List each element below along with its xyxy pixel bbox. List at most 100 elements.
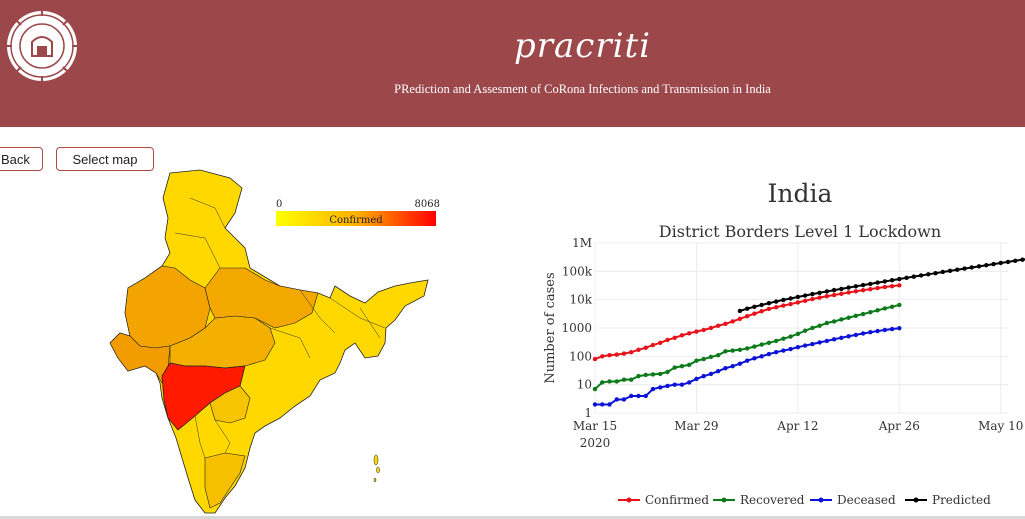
data-point-predicted [947,268,953,274]
data-point-deceased [889,326,895,332]
data-point-recovered [752,344,757,349]
data-point-predicted [810,291,815,297]
data-point-predicted [831,287,837,293]
cases-line-chart[interactable]: India District Borders Level 1 Lockdown … [530,168,1025,518]
state-uttar-pradesh [204,267,319,329]
data-point-predicted [795,294,801,300]
x-tick-label: Apr 12 [776,419,818,433]
data-point-deceased [737,361,743,366]
legend-swatch-dot [626,497,632,503]
data-point-deceased [752,356,757,361]
data-point-deceased [679,382,685,387]
data-point-recovered [715,352,721,358]
data-point-confirmed [846,290,851,295]
data-point-recovered [889,304,895,310]
data-point-deceased [846,334,851,339]
data-point-recovered [831,319,837,324]
data-point-recovered [672,365,677,370]
data-point-predicted [824,289,830,294]
data-point-recovered [723,349,728,354]
data-point-predicted [976,264,982,269]
island-territories [373,454,380,483]
series-line-predicted [739,258,1025,312]
state-telangana [209,385,251,424]
data-point-recovered [817,323,822,328]
series-line-deceased [595,327,900,406]
data-point-confirmed [665,337,670,343]
legend-swatch-dot [818,497,824,503]
select-map-button[interactable]: Select map [56,147,154,171]
data-point-deceased [715,368,721,374]
legend-label: Predicted [932,493,991,507]
data-point-deceased [636,393,641,399]
data-point-predicted [773,299,779,304]
y-tick-label: 1M [572,236,592,250]
data-point-confirmed [773,305,779,310]
data-point-predicted [984,263,989,268]
data-point-deceased [607,402,612,407]
colorbar [276,211,436,226]
data-point-deceased [672,382,677,387]
data-point-recovered [744,346,750,351]
bottom-border [0,516,1025,519]
data-point-confirmed [889,283,895,289]
data-point-confirmed [744,314,750,319]
x-tick-label: Mar 29 [674,419,718,433]
data-point-confirmed [831,292,837,298]
back-button[interactable]: Back [0,147,43,171]
legend-swatch-dot [913,497,919,503]
india-choropleth-map[interactable]: 0 8068 Confirmed [0,168,470,518]
data-point-predicted [766,301,772,306]
y-tick-label: 1 [584,406,592,420]
legend-item-recovered[interactable]: Recovered [713,493,805,507]
data-point-recovered [882,306,888,311]
data-point-recovered [781,336,786,341]
data-point-confirmed [694,329,699,334]
legend-label: Recovered [740,493,805,507]
data-point-deceased [810,341,815,347]
chart-title: India [768,179,833,208]
data-point-deceased [665,383,670,389]
data-point-predicted [991,261,996,267]
brand-tagline: PRediction and Assesment of CoRona Infec… [0,82,1025,97]
data-point-recovered [621,377,627,382]
data-point-recovered [636,373,641,379]
data-point-predicted [998,260,1003,266]
data-point-recovered [701,356,706,362]
data-point-recovered [839,317,844,322]
legend-item-confirmed[interactable]: Confirmed [618,493,709,507]
data-point-predicted [737,308,743,314]
data-point-confirmed [868,286,873,292]
chart-legend[interactable]: Confirmed Recovered Deceased Predicted [618,493,991,507]
data-point-deceased [643,393,648,399]
data-point-predicted [802,293,808,298]
data-point-recovered [665,369,670,375]
data-point-confirmed [723,321,728,327]
data-point-recovered [629,377,634,382]
data-point-recovered [614,379,619,384]
data-point-recovered [846,315,851,320]
data-point-predicted [926,272,931,277]
legend-item-deceased[interactable]: Deceased [810,493,896,507]
data-point-recovered [600,380,605,385]
data-point-recovered [773,338,779,344]
data-point-recovered [730,348,735,353]
data-point-predicted [940,269,945,275]
data-point-deceased [897,326,902,331]
data-point-confirmed [650,342,656,348]
data-point-recovered [795,331,801,337]
data-point-deceased [868,330,873,335]
legend-item-predicted[interactable]: Predicted [905,493,991,507]
data-point-predicted [933,270,938,276]
data-point-confirmed [592,356,598,362]
data-point-predicted [882,279,888,284]
data-point-predicted [839,286,844,292]
data-point-deceased [744,358,750,363]
data-point-confirmed [621,351,627,356]
institute-logo-icon [7,11,77,81]
data-point-confirmed [766,306,772,312]
legend-label: Confirmed [645,493,709,507]
data-point-deceased [658,385,663,390]
data-point-confirmed [672,335,677,341]
y-tick-label: 100 [569,349,592,363]
